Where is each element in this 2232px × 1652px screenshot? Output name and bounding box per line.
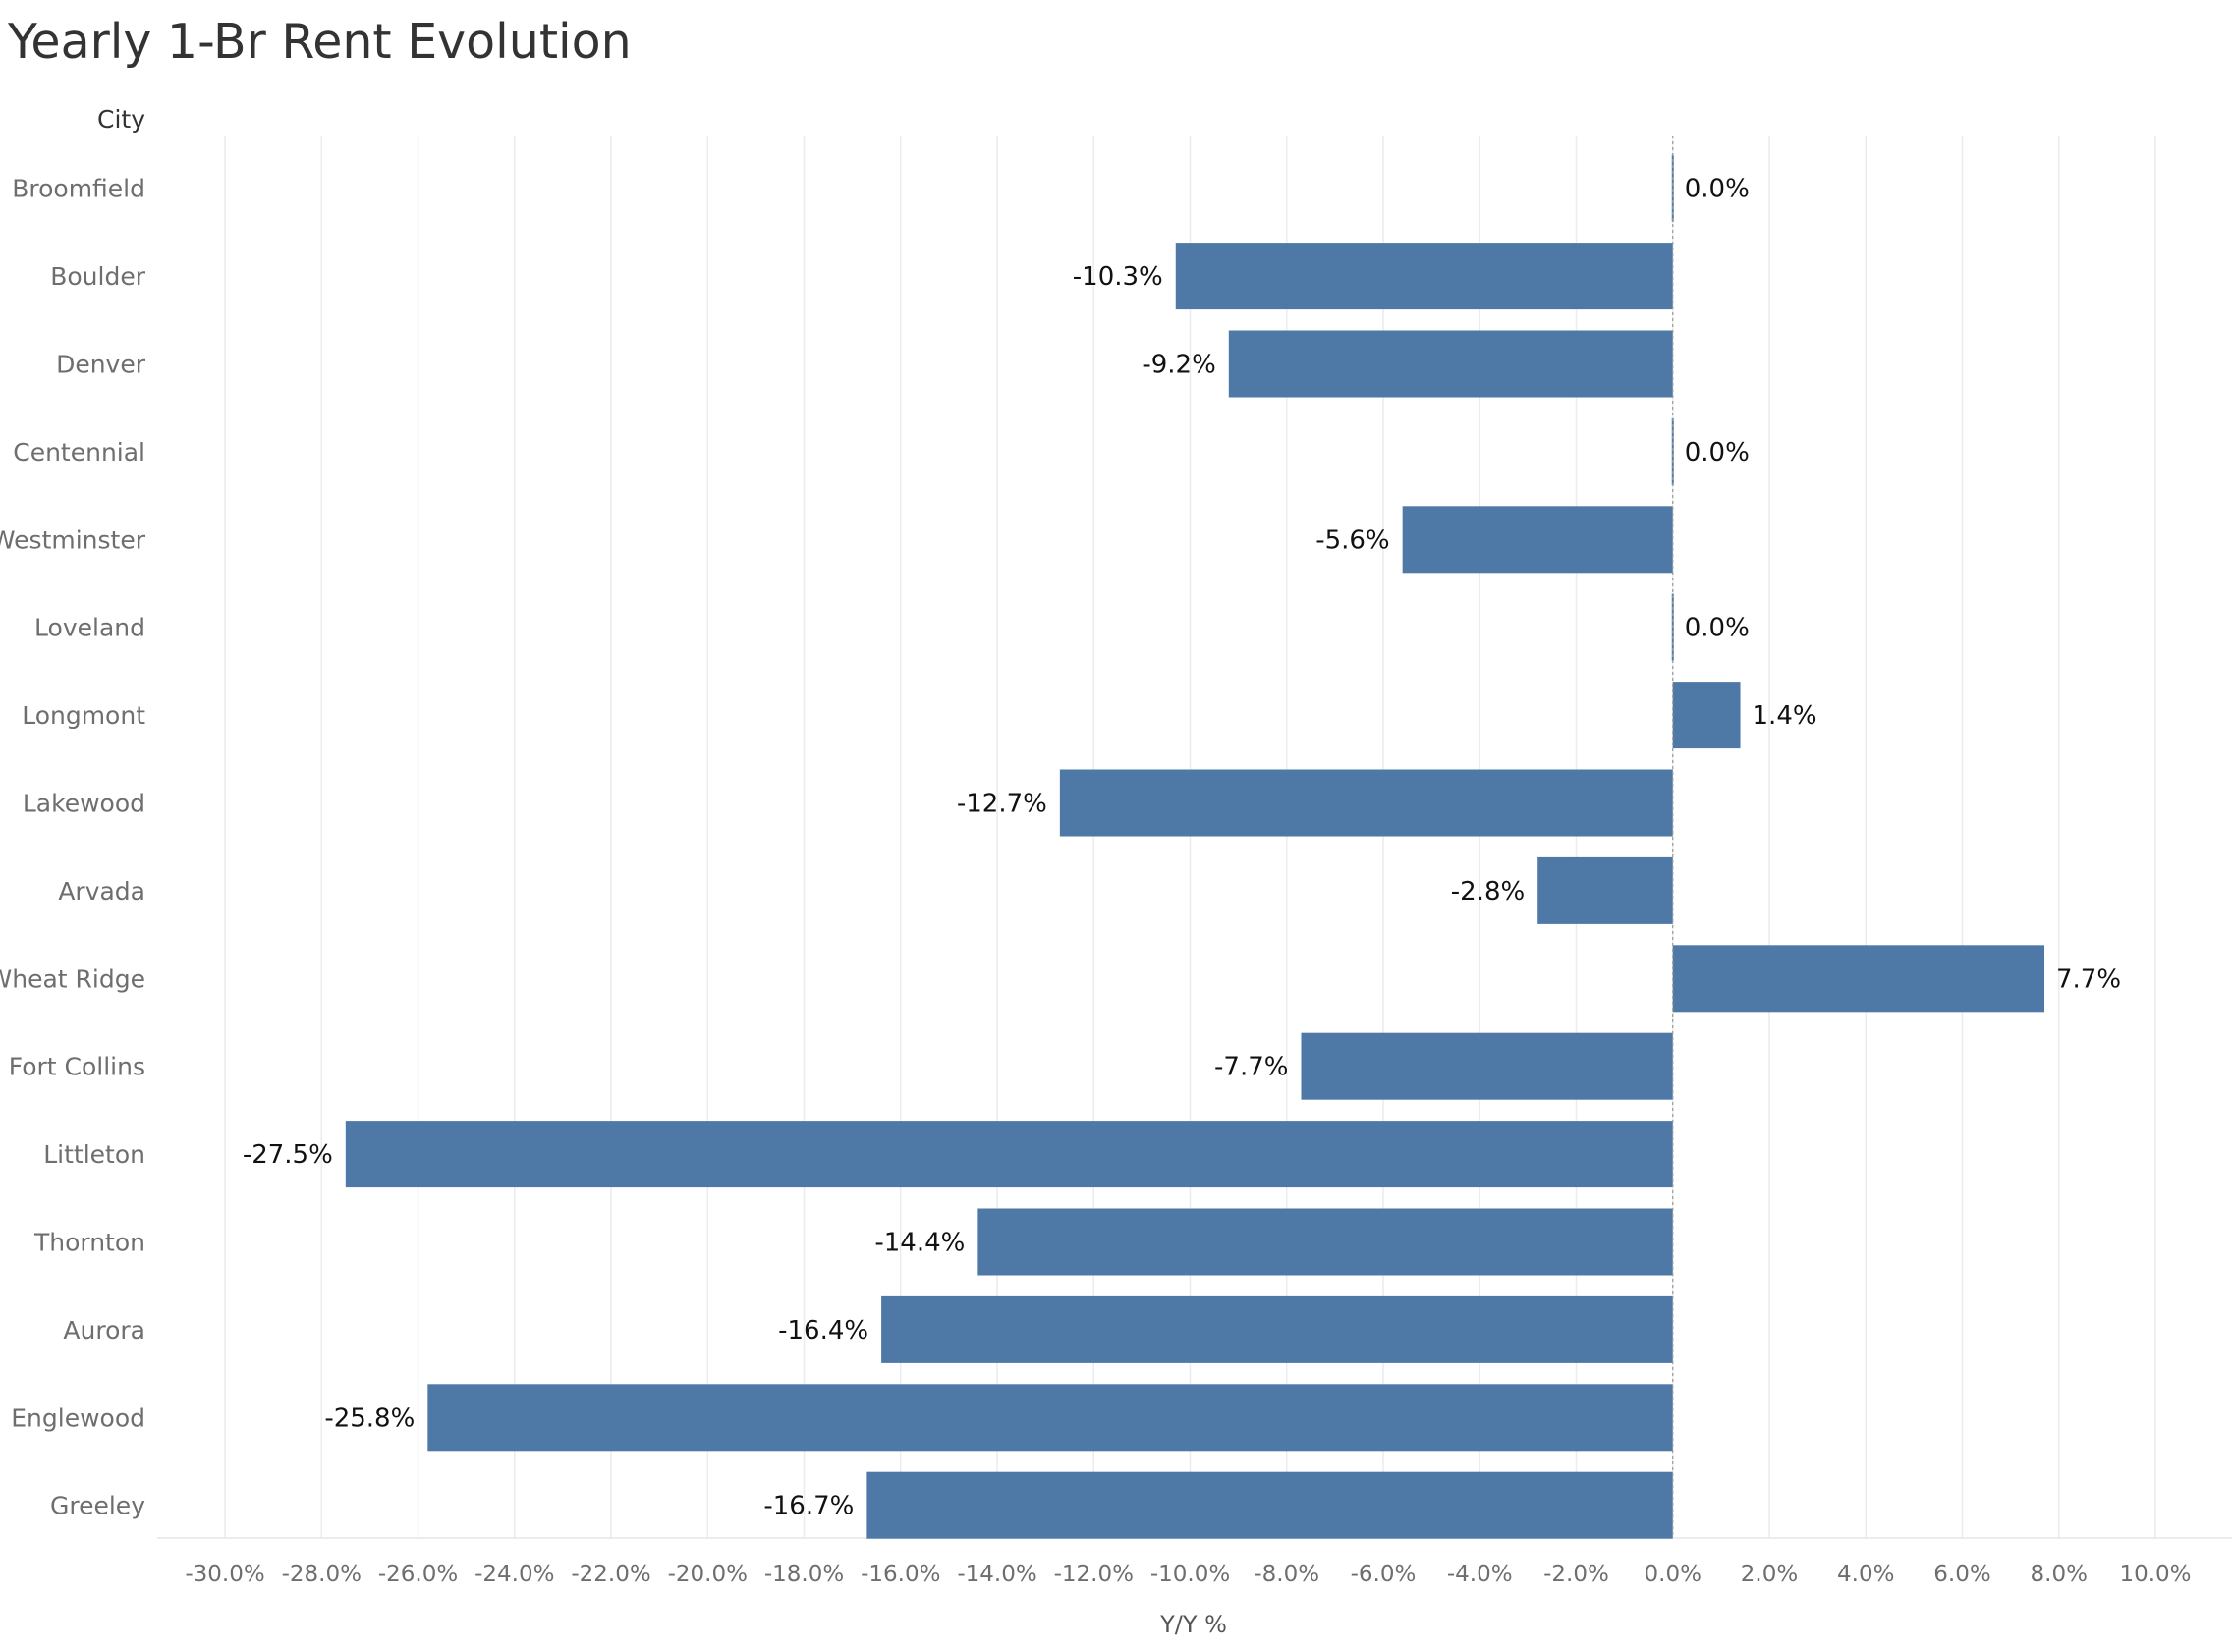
y-axis-header: City — [97, 105, 145, 134]
y-tick-label: Littleton — [43, 1140, 145, 1169]
data-label: -9.2% — [1142, 351, 1215, 380]
data-label: -7.7% — [1214, 1053, 1288, 1082]
data-label: 0.0% — [1685, 175, 1750, 204]
x-tick-label: -10.0% — [1150, 1562, 1230, 1587]
x-tick-label: 8.0% — [2031, 1562, 2088, 1587]
data-label: -2.8% — [1451, 877, 1525, 907]
x-tick-label: -16.0% — [861, 1562, 940, 1587]
x-tick-label: -18.0% — [764, 1562, 844, 1587]
x-tick-label: -26.0% — [378, 1562, 458, 1587]
x-tick-label: -28.0% — [282, 1562, 362, 1587]
x-tick-label: -2.0% — [1543, 1562, 1609, 1587]
x-tick-label: -8.0% — [1254, 1562, 1319, 1587]
y-tick-label: Denver — [56, 351, 146, 379]
data-labels: 0.0% -10.3% -9.2% 0.0% -5.6% 0.0% 1.4% -12.7% -2… — [243, 175, 2121, 1521]
bar — [1671, 417, 1674, 485]
x-tick-label: -24.0% — [474, 1562, 554, 1587]
y-tick-label: Greeley — [50, 1492, 145, 1520]
data-label: -27.5% — [243, 1140, 333, 1170]
y-tick-label: Broomfield — [12, 175, 145, 203]
bar — [1537, 856, 1673, 924]
x-tick-label: -30.0% — [185, 1562, 264, 1587]
data-label: -25.8% — [324, 1404, 415, 1433]
y-axis-ticks: Broomfield Boulder Denver Centennial Westmin… — [0, 175, 146, 1520]
x-tick-label: 6.0% — [1933, 1562, 1990, 1587]
x-tick-label: -20.0% — [668, 1562, 748, 1587]
bar — [427, 1384, 1673, 1452]
y-tick-label: Lakewood — [23, 790, 145, 818]
data-label: -12.7% — [957, 790, 1047, 819]
bar — [1672, 945, 2045, 1013]
y-tick-label: Fort Collins — [9, 1053, 145, 1081]
x-axis-title: Y/Y % — [1159, 1611, 1227, 1638]
bar — [866, 1471, 1673, 1539]
x-tick-label: -14.0% — [957, 1562, 1036, 1587]
y-tick-label: Boulder — [50, 262, 145, 291]
bar — [977, 1208, 1673, 1276]
y-tick-label: Westminster — [0, 525, 146, 554]
y-tick-label: Aurora — [63, 1316, 145, 1345]
bars — [345, 154, 2045, 1539]
x-axis-ticks: -30.0% -28.0% -26.0% -24.0% -22.0% -20.0% -18.… — [185, 1562, 2191, 1587]
y-tick-label: Arvada — [58, 877, 145, 906]
data-label: -10.3% — [1073, 262, 1163, 292]
data-label: 0.0% — [1685, 614, 1750, 643]
data-label: -16.4% — [778, 1316, 868, 1346]
y-tick-label: Centennial — [13, 438, 145, 467]
x-tick-label: -22.0% — [571, 1562, 650, 1587]
bar — [1059, 769, 1673, 837]
data-label: -16.7% — [763, 1492, 854, 1521]
x-tick-label: 0.0% — [1645, 1562, 1702, 1587]
chart-title: Yearly 1-Br Rent Evolution — [8, 14, 632, 70]
data-label: 0.0% — [1685, 438, 1750, 468]
bar — [1175, 243, 1673, 310]
bar — [1228, 330, 1673, 398]
y-tick-label: Longmont — [22, 701, 145, 730]
x-tick-label: 4.0% — [1837, 1562, 1894, 1587]
x-tick-label: 10.0% — [2119, 1562, 2191, 1587]
x-tick-label: -6.0% — [1351, 1562, 1417, 1587]
data-label: -14.4% — [874, 1229, 965, 1258]
y-tick-label: Wheat Ridge — [0, 964, 145, 993]
bar — [345, 1121, 1673, 1188]
bar — [1301, 1032, 1673, 1100]
data-label: -5.6% — [1315, 525, 1389, 555]
bar — [1672, 682, 1741, 749]
x-tick-label: -12.0% — [1054, 1562, 1134, 1587]
bar — [1402, 506, 1673, 574]
x-tick-label: -4.0% — [1447, 1562, 1513, 1587]
x-tick-label: 2.0% — [1741, 1562, 1798, 1587]
y-tick-label: Englewood — [11, 1404, 145, 1432]
data-label: 1.4% — [1753, 701, 1817, 731]
bar — [1671, 154, 1674, 222]
bar — [881, 1295, 1673, 1363]
y-tick-label: Loveland — [34, 614, 145, 642]
y-tick-label: Thornton — [33, 1229, 145, 1257]
data-label: 7.7% — [2056, 964, 2121, 994]
